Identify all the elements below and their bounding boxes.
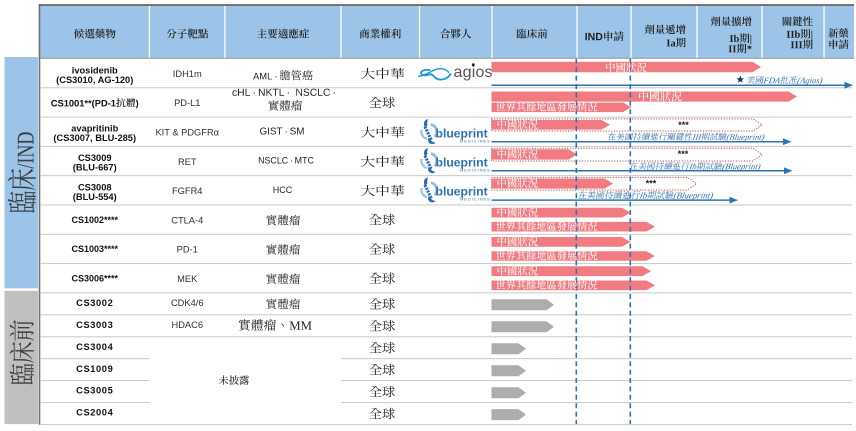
svg-text:HCC: HCC — [273, 185, 293, 195]
svg-text:CS1003****: CS1003**** — [71, 244, 118, 254]
svg-text:HDAC6: HDAC6 — [171, 320, 203, 330]
svg-text:CS3008: CS3008 — [78, 182, 112, 192]
svg-text:PD-L1: PD-L1 — [174, 98, 200, 108]
svg-text:MEDICINES: MEDICINES — [460, 197, 491, 202]
svg-text:***: *** — [646, 178, 657, 188]
svg-text:(CS3010, AG-120): (CS3010, AG-120) — [56, 75, 133, 85]
svg-text:CS2004: CS2004 — [76, 408, 113, 418]
svg-text:CS1009: CS1009 — [76, 364, 113, 374]
svg-text:blueprint: blueprint — [436, 126, 488, 140]
svg-text:PD-1: PD-1 — [177, 245, 198, 255]
svg-text:FGFR4: FGFR4 — [172, 186, 202, 196]
svg-text:NSCLC · MTC: NSCLC · MTC — [258, 156, 314, 166]
svg-text:ivosidenib: ivosidenib — [72, 65, 118, 75]
svg-text:(CS3007, BLU-285): (CS3007, BLU-285) — [53, 133, 136, 143]
svg-text:CS3003: CS3003 — [76, 320, 113, 330]
svg-text:blueprint: blueprint — [436, 185, 488, 199]
svg-text:(BLU-667): (BLU-667) — [73, 163, 117, 173]
svg-text:GIST · SM: GIST · SM — [259, 126, 304, 137]
svg-text:CS3002: CS3002 — [76, 298, 113, 308]
svg-text:agios: agios — [454, 64, 493, 81]
svg-text:CS3004: CS3004 — [76, 342, 113, 352]
svg-text:CTLA-4: CTLA-4 — [171, 215, 203, 225]
svg-text:***: *** — [678, 120, 689, 130]
svg-text:CS1002****: CS1002**** — [71, 215, 118, 225]
svg-text:CS3009: CS3009 — [78, 153, 112, 163]
svg-text:MEK: MEK — [177, 274, 198, 284]
svg-text:***: *** — [678, 149, 689, 159]
svg-text:CS3005: CS3005 — [76, 386, 113, 396]
svg-text:MEDICINES: MEDICINES — [460, 167, 491, 172]
svg-text:IDH1m: IDH1m — [173, 69, 202, 79]
svg-text:CS3006****: CS3006**** — [71, 274, 118, 284]
svg-text:KIT & PDGFRα: KIT & PDGFRα — [155, 127, 219, 137]
svg-text:avapritinib: avapritinib — [71, 124, 118, 134]
svg-text:blueprint: blueprint — [436, 156, 488, 170]
svg-text:MEDICINES: MEDICINES — [460, 138, 491, 143]
svg-text:(BLU-554): (BLU-554) — [73, 192, 117, 202]
svg-text:CDK4/6: CDK4/6 — [171, 298, 204, 308]
svg-text:RET: RET — [178, 157, 197, 167]
